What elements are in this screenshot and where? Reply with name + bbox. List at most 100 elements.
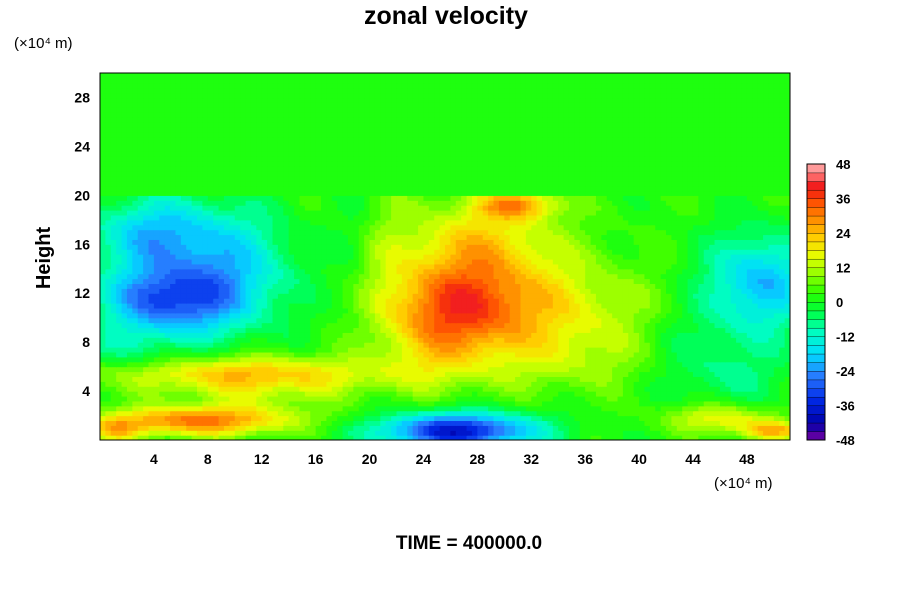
field-cell bbox=[687, 273, 694, 280]
field-cell bbox=[714, 381, 721, 387]
field-cell bbox=[655, 342, 662, 348]
field-cell bbox=[682, 395, 689, 402]
field-cell bbox=[100, 249, 106, 255]
field-cell bbox=[283, 425, 290, 431]
field-cell bbox=[164, 425, 171, 431]
field-cell bbox=[245, 327, 252, 333]
field-cell bbox=[202, 366, 209, 373]
field-cell bbox=[692, 254, 699, 260]
field-cell bbox=[234, 327, 241, 333]
field-cell bbox=[752, 405, 759, 412]
field-cell bbox=[245, 376, 252, 382]
field-cell bbox=[358, 435, 365, 440]
field-cell bbox=[450, 258, 457, 265]
field-cell bbox=[369, 347, 376, 353]
field-cell bbox=[590, 312, 597, 319]
field-cell bbox=[202, 288, 209, 294]
field-cell bbox=[639, 391, 646, 397]
field-cell bbox=[428, 293, 435, 299]
field-cell bbox=[385, 332, 392, 338]
field-cell bbox=[639, 258, 646, 265]
field-cell bbox=[622, 366, 629, 373]
field-cell bbox=[520, 312, 527, 319]
field-cell bbox=[423, 420, 430, 426]
field-cell bbox=[197, 410, 204, 417]
field-cell bbox=[536, 298, 543, 304]
field-cell bbox=[779, 386, 786, 392]
field-cell bbox=[552, 356, 559, 363]
field-cell bbox=[676, 293, 683, 299]
field-cell bbox=[170, 288, 177, 294]
field-cell bbox=[709, 356, 716, 363]
field-cell bbox=[223, 400, 230, 407]
field-cell bbox=[719, 273, 726, 280]
field-cell bbox=[326, 351, 333, 358]
field-cell bbox=[779, 288, 786, 294]
field-cell bbox=[434, 415, 441, 422]
field-cell bbox=[639, 342, 646, 348]
field-cell bbox=[234, 376, 241, 382]
field-cell bbox=[687, 395, 694, 402]
field-cell bbox=[568, 351, 575, 358]
field-cell bbox=[622, 307, 629, 314]
field-cell bbox=[558, 430, 565, 436]
field-cell bbox=[412, 400, 419, 407]
field-cell bbox=[574, 283, 581, 289]
field-cell bbox=[649, 361, 656, 368]
field-cell bbox=[116, 410, 123, 417]
field-cell bbox=[407, 381, 414, 387]
field-cell bbox=[773, 332, 780, 338]
field-cell bbox=[428, 312, 435, 319]
field-cell bbox=[283, 415, 290, 422]
field-cell bbox=[498, 268, 505, 275]
field-cell bbox=[240, 395, 247, 402]
field-cell bbox=[401, 361, 408, 368]
field-cell bbox=[552, 273, 559, 280]
field-cell bbox=[509, 420, 516, 426]
field-cell bbox=[175, 381, 182, 387]
field-cell bbox=[477, 322, 484, 329]
field-cell bbox=[385, 386, 392, 392]
field-cell bbox=[498, 342, 505, 348]
field-cell bbox=[622, 317, 629, 324]
field-cell bbox=[477, 268, 484, 275]
field-cell bbox=[412, 391, 419, 397]
field-cell bbox=[175, 435, 182, 440]
field-cell bbox=[137, 391, 144, 397]
field-cell bbox=[358, 405, 365, 412]
field-cell bbox=[698, 430, 705, 436]
field-cell bbox=[461, 268, 468, 275]
field-cell bbox=[779, 302, 786, 309]
field-cell bbox=[401, 391, 408, 397]
field-cell bbox=[380, 410, 387, 417]
field-cell bbox=[197, 307, 204, 314]
field-cell bbox=[294, 327, 301, 333]
field-cell bbox=[337, 278, 344, 285]
field-cell bbox=[601, 317, 608, 324]
field-cell bbox=[218, 273, 225, 280]
field-cell bbox=[622, 405, 629, 412]
field-cell bbox=[655, 317, 662, 324]
field-cell bbox=[482, 435, 489, 440]
field-cell bbox=[110, 356, 117, 363]
field-cell bbox=[617, 307, 624, 314]
field-cell bbox=[525, 356, 532, 363]
field-cell bbox=[601, 361, 608, 368]
field-cell bbox=[153, 278, 160, 285]
field-cell bbox=[202, 347, 209, 353]
field-cell bbox=[428, 391, 435, 397]
field-cell bbox=[288, 351, 295, 358]
field-cell bbox=[687, 312, 694, 319]
field-cell bbox=[725, 307, 732, 314]
field-cell bbox=[294, 278, 301, 285]
field-cell bbox=[698, 410, 705, 417]
field-cell bbox=[191, 420, 198, 426]
field-cell bbox=[709, 395, 716, 402]
field-cell bbox=[175, 400, 182, 407]
field-cell bbox=[294, 415, 301, 422]
field-cell bbox=[304, 268, 311, 275]
field-cell bbox=[207, 400, 214, 407]
chart-title: zonal velocity bbox=[364, 2, 528, 30]
field-cell bbox=[461, 258, 468, 265]
field-cell bbox=[396, 254, 403, 260]
